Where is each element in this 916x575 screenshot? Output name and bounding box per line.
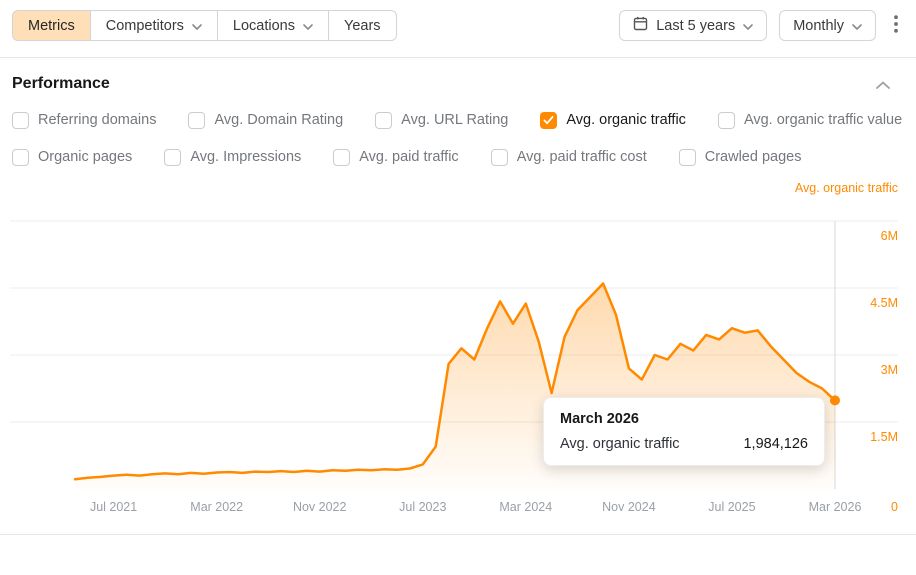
metric-checkbox-avg-domain-rating[interactable]: Avg. Domain Rating bbox=[188, 110, 343, 130]
x-axis-label: Mar 2026 bbox=[809, 500, 862, 514]
x-axis-label: Nov 2024 bbox=[602, 500, 656, 514]
x-axis-label: Nov 2022 bbox=[293, 500, 347, 514]
toolbar: Metrics Competitors Locations Years Last… bbox=[0, 0, 916, 58]
tab-metrics-label: Metrics bbox=[28, 17, 75, 34]
metric-checkbox-list: Referring domains Avg. Domain Rating Avg… bbox=[12, 110, 904, 167]
kebab-menu-icon bbox=[894, 15, 898, 36]
granularity-label: Monthly bbox=[793, 17, 844, 34]
tooltip-metric-value: 1,984,126 bbox=[743, 436, 808, 452]
section-title: Performance bbox=[12, 75, 110, 92]
metric-checkbox-avg-paid-traffic-cost[interactable]: Avg. paid traffic cost bbox=[490, 147, 647, 167]
metric-checkbox-crawled-pages[interactable]: Crawled pages bbox=[678, 147, 801, 167]
metrics-tab-group: Metrics Competitors Locations Years bbox=[12, 10, 397, 41]
checkbox-icon bbox=[333, 148, 351, 166]
tooltip-title: March 2026 bbox=[560, 411, 639, 427]
x-axis-label: Mar 2024 bbox=[499, 500, 552, 514]
granularity-dropdown[interactable]: Monthly bbox=[779, 10, 876, 41]
checkbox-icon bbox=[12, 148, 29, 166]
tooltip-metric-label: Avg. organic traffic bbox=[560, 436, 680, 452]
collapse-section-button[interactable] bbox=[870, 75, 896, 94]
bottom-divider bbox=[0, 534, 916, 535]
metric-checkbox-organic-pages[interactable]: Organic pages bbox=[12, 147, 132, 167]
checkbox-icon bbox=[188, 111, 206, 129]
chevron-down-icon bbox=[743, 18, 754, 34]
chevron-down-icon bbox=[192, 18, 202, 34]
checkbox-icon bbox=[164, 148, 182, 166]
tab-competitors[interactable]: Competitors bbox=[89, 10, 218, 41]
checkbox-icon bbox=[490, 148, 508, 166]
traffic-line bbox=[73, 282, 837, 481]
date-range-dropdown[interactable]: Last 5 years bbox=[619, 10, 768, 41]
chevron-down-icon bbox=[852, 18, 862, 34]
y-axis-label: 4.5M bbox=[870, 296, 898, 310]
metric-checkbox-avg-organic-traffic[interactable]: Avg. organic traffic bbox=[540, 110, 686, 130]
x-axis-label: Mar 2022 bbox=[190, 500, 243, 514]
x-axis-label: Jul 2025 bbox=[708, 500, 755, 514]
tab-competitors-label: Competitors bbox=[105, 17, 184, 34]
tab-years[interactable]: Years bbox=[327, 10, 397, 41]
hover-point[interactable] bbox=[830, 395, 840, 406]
tab-years-label: Years bbox=[343, 17, 381, 34]
metric-checkbox-referring-domains[interactable]: Referring domains bbox=[12, 110, 156, 130]
checkbox-icon bbox=[375, 111, 393, 129]
checkbox-icon bbox=[12, 111, 29, 129]
date-range-label: Last 5 years bbox=[656, 17, 736, 34]
chevron-up-icon bbox=[876, 77, 890, 92]
check-icon bbox=[543, 115, 554, 124]
metric-checkbox-avg-impressions[interactable]: Avg. Impressions bbox=[164, 147, 301, 167]
metric-checkbox-avg-url-rating[interactable]: Avg. URL Rating bbox=[375, 110, 508, 130]
metric-checkbox-avg-organic-traffic-value[interactable]: Avg. organic traffic value bbox=[717, 110, 902, 130]
calendar-icon bbox=[633, 16, 648, 35]
chart-tooltip: March 2026 Avg. organic traffic 1,984,12… bbox=[543, 397, 825, 466]
chart-legend: Avg. organic traffic bbox=[794, 181, 898, 195]
tab-locations[interactable]: Locations bbox=[216, 10, 329, 41]
more-options-button[interactable] bbox=[888, 13, 904, 38]
y-axis-label: 6M bbox=[881, 229, 898, 243]
y-axis-label: 3M bbox=[881, 363, 898, 377]
chart-area: Avg. organic traffic 6M 4.5M 3M 1.5M 0 Jul 20… bbox=[0, 181, 916, 535]
traffic-chart: 6M 4.5M 3M 1.5M 0 Jul 2021 Mar 2022 Nov 2022 Jul… bbox=[10, 220, 898, 514]
checkbox-icon bbox=[717, 111, 735, 129]
y-axis-label: 1.5M bbox=[870, 430, 898, 444]
chevron-down-icon bbox=[303, 18, 313, 34]
metric-checkbox-avg-paid-traffic[interactable]: Avg. paid traffic bbox=[333, 147, 459, 167]
toolbar-right-controls: Last 5 years Monthly bbox=[619, 10, 904, 41]
checkbox-icon bbox=[678, 148, 696, 166]
checkbox-icon bbox=[540, 111, 558, 129]
chart-canvas[interactable]: 6M 4.5M 3M 1.5M 0 Jul 2021 Mar 2022 Nov 2022 Jul… bbox=[0, 207, 916, 528]
y-axis-label: 0 bbox=[891, 500, 898, 514]
x-axis-label: Jul 2023 bbox=[399, 500, 446, 514]
tab-metrics[interactable]: Metrics bbox=[12, 10, 91, 41]
tab-locations-label: Locations bbox=[232, 17, 295, 34]
x-axis-label: Jul 2021 bbox=[90, 500, 137, 514]
performance-section: Performance Referring domains Avg. Domai… bbox=[0, 58, 916, 535]
